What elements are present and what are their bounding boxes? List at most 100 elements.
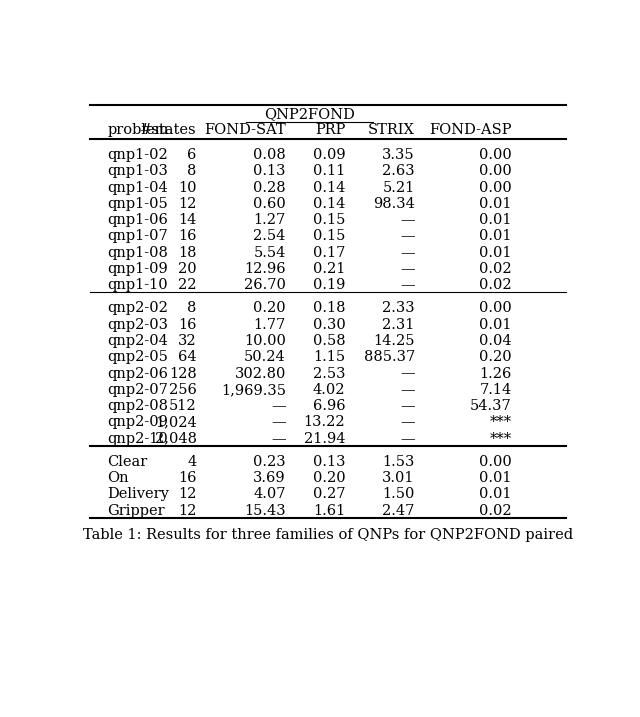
Text: 12.96: 12.96 [244,262,286,276]
Text: 2.63: 2.63 [382,164,415,179]
Text: 14: 14 [178,213,196,227]
Text: —: — [400,399,415,413]
Text: 1.53: 1.53 [383,455,415,469]
Text: 0.13: 0.13 [253,164,286,179]
Text: PRP: PRP [315,123,346,137]
Text: 0.02: 0.02 [479,262,511,276]
Text: 6: 6 [187,148,196,162]
Text: 5.21: 5.21 [383,181,415,194]
Text: 0.01: 0.01 [479,471,511,485]
Text: 2.47: 2.47 [383,504,415,518]
Text: —: — [271,415,286,429]
Text: 2,048: 2,048 [155,432,196,446]
Text: 0.00: 0.00 [479,148,511,162]
Text: 1,024: 1,024 [155,415,196,429]
Text: ***: *** [490,432,511,446]
Text: 0.00: 0.00 [479,455,511,469]
Text: 256: 256 [169,383,196,397]
Text: 0.04: 0.04 [479,334,511,348]
Text: Gripper: Gripper [108,504,165,518]
Text: 0.58: 0.58 [313,334,346,348]
Text: 16: 16 [178,229,196,244]
Text: 0.21: 0.21 [313,262,346,276]
Text: —: — [400,213,415,227]
Text: 2.33: 2.33 [382,301,415,315]
Text: —: — [400,262,415,276]
Text: FOND-SAT: FOND-SAT [204,123,286,137]
Text: qnp1-06: qnp1-06 [108,213,168,227]
Text: 20: 20 [178,262,196,276]
Text: —: — [271,399,286,413]
Text: 0.19: 0.19 [313,278,346,293]
Text: qnp2-09: qnp2-09 [108,415,168,429]
Text: 12: 12 [178,504,196,518]
Text: 22: 22 [178,278,196,293]
Text: qnp2-10: qnp2-10 [108,432,168,446]
Text: 14.25: 14.25 [373,334,415,348]
Text: 3.35: 3.35 [382,148,415,162]
Text: 512: 512 [169,399,196,413]
Text: 10.00: 10.00 [244,334,286,348]
Text: 10: 10 [178,181,196,194]
Text: Clear: Clear [108,455,148,469]
Text: 0.02: 0.02 [479,504,511,518]
Text: 1.27: 1.27 [253,213,286,227]
Text: 0.30: 0.30 [312,318,346,332]
Text: 4.02: 4.02 [313,383,346,397]
Text: —: — [400,229,415,244]
Text: 302.80: 302.80 [234,366,286,381]
Text: 4: 4 [188,455,196,469]
Text: 0.15: 0.15 [313,229,346,244]
Text: 13.22: 13.22 [304,415,346,429]
Text: —: — [400,415,415,429]
Text: —: — [400,366,415,381]
Text: qnp2-02: qnp2-02 [108,301,168,315]
Text: 32: 32 [178,334,196,348]
Text: qnp2-03: qnp2-03 [108,318,168,332]
Text: 885.37: 885.37 [364,351,415,364]
Text: qnp2-06: qnp2-06 [108,366,168,381]
Text: 16: 16 [178,318,196,332]
Text: 1,969.35: 1,969.35 [221,383,286,397]
Text: 16: 16 [178,471,196,485]
Text: qnp2-04: qnp2-04 [108,334,168,348]
Text: 0.08: 0.08 [253,148,286,162]
Text: 0.14: 0.14 [313,197,346,211]
Text: 12: 12 [178,488,196,501]
Text: 0.01: 0.01 [479,197,511,211]
Text: 0.00: 0.00 [479,181,511,194]
Text: 6.96: 6.96 [313,399,346,413]
Text: 7.14: 7.14 [479,383,511,397]
Text: 128: 128 [169,366,196,381]
Text: —: — [400,246,415,260]
Text: 0.27: 0.27 [313,488,346,501]
Text: —: — [400,432,415,446]
Text: 2.53: 2.53 [313,366,346,381]
Text: 3.69: 3.69 [253,471,286,485]
Text: 0.00: 0.00 [479,164,511,179]
Text: qnp1-03: qnp1-03 [108,164,168,179]
Text: —: — [400,383,415,397]
Text: 98.34: 98.34 [373,197,415,211]
Text: ***: *** [490,415,511,429]
Text: qnp1-02: qnp1-02 [108,148,168,162]
Text: 1.77: 1.77 [253,318,286,332]
Text: 0.01: 0.01 [479,229,511,244]
Text: 54.37: 54.37 [470,399,511,413]
Text: 1.26: 1.26 [479,366,511,381]
Text: 0.20: 0.20 [313,471,346,485]
Text: 50.24: 50.24 [244,351,286,364]
Text: 21.94: 21.94 [304,432,346,446]
Text: qnp1-04: qnp1-04 [108,181,168,194]
Text: qnp2-05: qnp2-05 [108,351,168,364]
Text: 0.20: 0.20 [253,301,286,315]
Text: 1.61: 1.61 [313,504,346,518]
Text: problem: problem [108,123,169,137]
Text: 0.60: 0.60 [253,197,286,211]
Text: 0.14: 0.14 [313,181,346,194]
Text: 2.54: 2.54 [253,229,286,244]
Text: #states: #states [140,123,196,137]
Text: qnp1-07: qnp1-07 [108,229,168,244]
Text: qnp1-08: qnp1-08 [108,246,168,260]
Text: 0.20: 0.20 [479,351,511,364]
